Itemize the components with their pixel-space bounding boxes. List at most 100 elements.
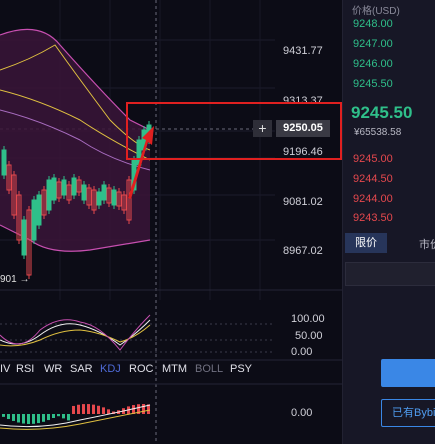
ask-price[interactable]: 9246.00 <box>353 58 393 70</box>
macd-bar <box>107 409 110 414</box>
macd-bar <box>32 414 35 424</box>
candle-body <box>36 194 42 226</box>
candle-body <box>41 189 47 216</box>
candle-body <box>6 164 12 191</box>
macd-bar <box>12 414 15 421</box>
upper-band <box>0 28 151 131</box>
candle-body <box>1 149 7 176</box>
ma-line-upper <box>0 44 151 151</box>
arrow-shape <box>128 126 154 199</box>
macd-bar <box>17 414 20 423</box>
candle-body <box>26 209 32 276</box>
tab-market-order[interactable]: 市价 <box>419 239 435 251</box>
macd-indicator <box>0 404 151 430</box>
kdj-j-line <box>0 314 151 351</box>
price-axis-label: 9431.77 <box>283 45 323 57</box>
tab-rsi[interactable]: RSI <box>16 363 35 375</box>
ask-price[interactable]: 9248.00 <box>353 18 393 30</box>
price-axis-label: 8967.02 <box>283 245 323 257</box>
candle-body <box>91 189 97 211</box>
candle-body <box>86 187 92 206</box>
candle-body <box>11 174 17 216</box>
candle-body <box>116 191 122 207</box>
macd-bar <box>102 407 105 414</box>
ask-price[interactable]: 9247.00 <box>353 38 393 50</box>
price-column-header: 价格(USD) <box>352 6 400 17</box>
bid-price[interactable]: 9244.00 <box>353 193 393 205</box>
macd-bar <box>87 404 90 414</box>
buy-button[interactable] <box>381 359 435 387</box>
macd-bar <box>82 404 85 414</box>
macd-bar <box>42 414 45 422</box>
macd-bar <box>47 414 50 421</box>
candle-body <box>61 179 67 196</box>
kdj-k-line <box>0 319 151 346</box>
indicator-axis-label: 0.00 <box>291 346 313 358</box>
kdj-indicator <box>0 314 151 351</box>
macd-bar <box>147 404 150 414</box>
ask-price[interactable]: 9245.50 <box>353 78 393 90</box>
macd-bar <box>22 414 25 424</box>
indicator-axis-label: 50.00 <box>295 330 323 342</box>
candle-body <box>21 219 27 256</box>
lower-band <box>0 224 151 252</box>
indicator-axis-label: 0.00 <box>291 407 313 419</box>
highlight-box <box>126 102 342 160</box>
tab-boll[interactable]: BOLL <box>195 363 224 375</box>
tab-roc[interactable]: ROC <box>129 363 154 375</box>
order-price-input[interactable] <box>345 262 435 286</box>
bid-price[interactable]: 9244.50 <box>353 173 393 185</box>
annotation-arrow <box>128 126 154 199</box>
tab-kdj[interactable]: KDJ <box>100 363 121 375</box>
orderbook-panel: 价格(USD) 9248.00 9247.00 9246.00 9245.50 … <box>342 0 435 444</box>
macd-bar <box>67 414 70 421</box>
price-axis-label: 9313.37 <box>283 95 323 107</box>
tab-limit-order[interactable]: 限价 <box>345 233 387 253</box>
candle-body <box>56 181 62 199</box>
current-price-tag: 9250.05 <box>276 120 330 137</box>
kdj-d-line <box>0 324 151 347</box>
macd-bar <box>62 414 65 419</box>
macd-bar <box>97 405 100 414</box>
macd-line <box>0 404 151 428</box>
middle-band <box>0 109 151 171</box>
candle-body <box>16 194 22 241</box>
macd-bar <box>137 404 140 414</box>
tab-psy[interactable]: PSY <box>230 363 253 375</box>
macd-bar <box>92 404 95 414</box>
candle-body <box>51 177 57 201</box>
macd-bar <box>142 404 145 414</box>
tab-iv[interactable]: IV <box>0 363 11 375</box>
candle-body <box>71 177 77 196</box>
add-order-button[interactable]: + <box>253 120 272 137</box>
macd-bar <box>27 414 30 424</box>
price-axis-label: 9081.02 <box>283 196 323 208</box>
price-axis-label: 9196.46 <box>283 146 323 158</box>
macd-bar <box>57 414 60 417</box>
tab-mtm[interactable]: MTM <box>162 363 188 375</box>
macd-bar <box>52 414 55 419</box>
chart-canvas[interactable] <box>0 0 342 444</box>
chart-area[interactable]: 9431.77 9313.37 9196.46 9081.02 8967.02 … <box>0 0 342 444</box>
candle-body <box>101 184 107 201</box>
candle-body <box>96 191 102 206</box>
signal-line <box>0 409 151 430</box>
candle-body <box>121 194 127 211</box>
candle-body <box>46 179 52 211</box>
tab-sar[interactable]: SAR <box>70 363 93 375</box>
bid-price[interactable]: 9243.50 <box>353 212 393 224</box>
candle-body <box>111 189 117 206</box>
tab-wr[interactable]: WR <box>44 363 63 375</box>
ma-line <box>0 89 151 161</box>
last-price-cny: ¥65538.58 <box>354 127 402 138</box>
low-price-marker: 901 → <box>0 274 30 285</box>
has-bybit-button[interactable]: 已有Bybit <box>381 399 435 427</box>
bid-price[interactable]: 9245.00 <box>353 153 393 165</box>
candle-body <box>76 179 82 193</box>
candle-body <box>31 199 37 241</box>
macd-bar <box>77 404 80 414</box>
last-price: 9245.50 <box>351 103 413 122</box>
candle-body <box>126 179 132 221</box>
candle-body <box>66 184 72 201</box>
macd-bar <box>37 414 40 424</box>
